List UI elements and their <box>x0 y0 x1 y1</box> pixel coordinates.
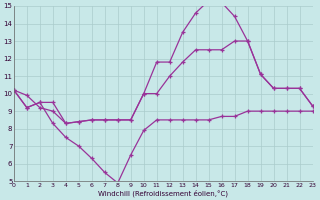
X-axis label: Windchill (Refroidissement éolien,°C): Windchill (Refroidissement éolien,°C) <box>98 189 228 197</box>
